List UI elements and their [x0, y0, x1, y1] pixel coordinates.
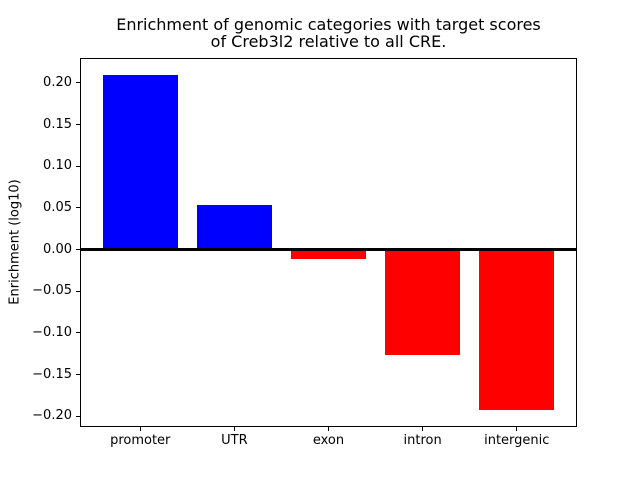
- x-tick-mark: [422, 427, 424, 431]
- y-tick-mark: [76, 415, 80, 417]
- y-tick-label: 0.15: [43, 116, 72, 132]
- bar-exon: [290, 249, 367, 259]
- y-tick-label: −0.05: [32, 283, 72, 299]
- x-tick-label-intron: intron: [403, 433, 442, 448]
- y-tick-label: 0.00: [43, 241, 72, 257]
- y-tick-mark: [76, 207, 80, 209]
- y-tick-label: 0.10: [43, 158, 72, 174]
- y-tick-mark: [76, 124, 80, 126]
- x-tick-mark: [516, 427, 518, 431]
- x-tick-label-UTR: UTR: [221, 433, 248, 448]
- bar-UTR: [196, 204, 273, 250]
- x-tick-label-exon: exon: [312, 433, 345, 448]
- y-tick-label: 0.05: [43, 199, 72, 215]
- x-tick-label-intergenic: intergenic: [484, 433, 550, 448]
- y-tick-mark: [76, 165, 80, 167]
- y-tick-mark: [76, 290, 80, 292]
- x-tick-label-promoter: promoter: [110, 433, 171, 448]
- bar-promoter: [102, 74, 178, 250]
- y-tick-mark: [76, 374, 80, 376]
- chart-title: Enrichment of genomic categories with ta…: [116, 15, 541, 51]
- y-tick-mark: [76, 82, 80, 84]
- y-tick-mark: [76, 249, 80, 251]
- y-tick-label: −0.10: [32, 324, 72, 340]
- bar-intergenic: [479, 249, 555, 411]
- x-tick-mark: [139, 427, 141, 431]
- x-tick-mark: [233, 427, 235, 431]
- zero-line: [80, 248, 577, 252]
- y-tick-label: 0.20: [43, 74, 72, 90]
- y-tick-mark: [76, 332, 80, 334]
- y-tick-label: −0.15: [32, 366, 72, 382]
- y-tick-label: −0.20: [32, 408, 72, 424]
- x-tick-mark: [328, 427, 329, 431]
- bar-intron: [384, 249, 461, 355]
